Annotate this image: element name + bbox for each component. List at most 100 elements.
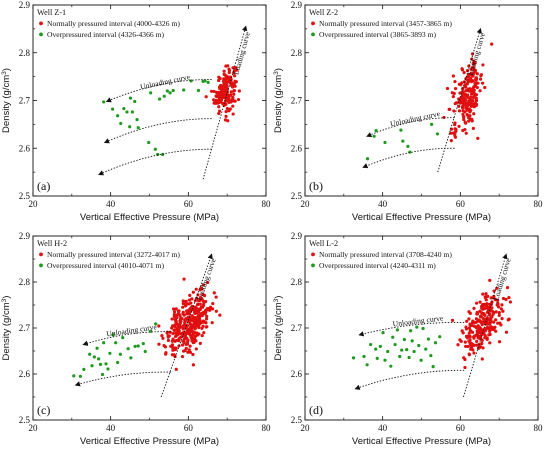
normal-pressure-point xyxy=(177,337,181,341)
normal-pressure-point xyxy=(489,316,493,321)
overpressure-point xyxy=(438,335,442,339)
normal-pressure-point xyxy=(471,86,475,91)
overpressure-point xyxy=(433,341,438,345)
normal-pressure-point xyxy=(188,350,193,354)
normal-pressure-point xyxy=(463,357,467,362)
normal-pressure-point xyxy=(191,363,195,367)
normal-pressure-point xyxy=(204,321,208,325)
overpressure-point xyxy=(165,89,169,93)
normal-pressure-point xyxy=(212,89,216,94)
normal-pressure-point xyxy=(449,127,454,131)
normal-pressure-point xyxy=(481,292,485,296)
normal-pressure-point xyxy=(221,85,226,90)
loading-curve-label: Loading curve xyxy=(491,256,512,301)
normal-pressure-point xyxy=(486,321,490,326)
overpressure-point xyxy=(402,337,407,342)
x-tick-label: 40 xyxy=(106,423,116,433)
y-axis-title-superscript: 3 xyxy=(1,71,8,75)
normal-pressure-point xyxy=(173,339,177,343)
normal-pressure-point xyxy=(229,93,233,97)
normal-pressure-point xyxy=(475,301,479,305)
normal-pressure-point xyxy=(166,334,170,338)
normal-pressure-point xyxy=(233,84,237,88)
overpressure-point xyxy=(196,88,201,93)
normal-pressure-point xyxy=(484,292,488,296)
y-axis-title-main: Density (g/cm xyxy=(1,302,12,360)
normal-pressure-point xyxy=(214,309,218,313)
overpressure-point xyxy=(111,107,115,111)
x-axis-title: Vertical Effective Pressure (MPa) xyxy=(352,212,491,223)
y-axis-title-superscript: 3 xyxy=(273,71,280,75)
normal-pressure-point xyxy=(182,339,186,343)
normal-pressure-point xyxy=(172,353,176,357)
normal-pressure-point xyxy=(199,320,203,325)
y-axis-title-superscript: 3 xyxy=(1,298,8,302)
normal-pressure-point xyxy=(460,68,465,72)
normal-pressure-point xyxy=(445,86,450,91)
normal-pressure-point xyxy=(451,95,455,99)
overpressure-point xyxy=(375,356,379,360)
normal-pressure-point xyxy=(472,324,476,328)
normal-pressure-point xyxy=(459,97,463,101)
y-axis-title: Density (g/cm3) xyxy=(1,296,12,361)
y-tick-label: 2.9 xyxy=(19,0,31,10)
normal-pressure-point xyxy=(180,354,185,359)
normal-pressure-point xyxy=(489,301,494,306)
overpressure-point xyxy=(106,367,110,371)
loading-curve-arrow xyxy=(463,253,508,398)
normal-pressure-point xyxy=(217,111,221,116)
normal-pressure-point xyxy=(507,296,511,300)
normal-pressure-point xyxy=(480,338,484,342)
panel-label: (d) xyxy=(309,403,323,417)
normal-pressure-point xyxy=(197,298,201,303)
y-tick-label: 2.7 xyxy=(291,96,303,106)
chart-panel-1: 20 40 60 80 2.5 2.6 2.7 2.8 2.9 Vertical Effectiv… xyxy=(1,0,271,223)
normal-pressure-point xyxy=(497,340,502,344)
overpressure-point xyxy=(435,132,440,136)
normal-pressure-point xyxy=(457,109,462,113)
normal-pressure-point xyxy=(464,98,468,102)
normal-pressure-point xyxy=(463,365,467,370)
y-tick-label: 2.6 xyxy=(19,143,31,153)
y-tick-label: 2.6 xyxy=(19,369,31,379)
overpressure-point xyxy=(389,364,393,368)
y-axis-title-main: Density (g/cm xyxy=(1,75,12,133)
normal-pressure-point xyxy=(177,309,181,313)
normal-pressure-point xyxy=(202,301,206,306)
legend-marker xyxy=(311,252,315,257)
x-tick-label: 60 xyxy=(456,423,466,433)
normal-pressure-point xyxy=(451,131,455,135)
normal-pressure-point xyxy=(472,336,476,340)
chart-panel-4: 20 40 60 80 2.5 2.6 2.7 2.8 2.9 Vertical Effectiv… xyxy=(273,231,543,447)
overpressure-point xyxy=(130,110,135,114)
overpressure-point xyxy=(206,80,210,84)
overpressure-point xyxy=(399,128,403,132)
overpressure-point xyxy=(129,356,133,360)
normal-pressure-point xyxy=(467,317,471,321)
normal-pressure-point xyxy=(188,344,192,348)
overpressure-point xyxy=(102,100,106,104)
overpressure-point xyxy=(97,357,101,361)
legend-marker xyxy=(39,252,43,257)
normal-pressure-point xyxy=(481,346,485,350)
normal-pressure-point xyxy=(472,112,476,116)
overpressure-point xyxy=(400,348,404,352)
normal-pressure-point xyxy=(172,310,177,314)
overpressure-point xyxy=(203,79,207,83)
normal-pressure-point xyxy=(197,322,201,326)
normal-pressure-point xyxy=(486,308,490,312)
normal-pressure-point xyxy=(475,72,479,76)
normal-pressure-point xyxy=(477,327,481,331)
overpressure-point xyxy=(406,144,410,148)
normal-pressure-point xyxy=(477,318,481,322)
y-axis-title: Density (g/cm3) xyxy=(1,68,12,133)
normal-pressure-point xyxy=(161,336,165,340)
normal-pressure-point xyxy=(184,346,188,350)
normal-pressure-point xyxy=(481,81,485,85)
normal-pressure-point xyxy=(199,312,204,316)
overpressure-point xyxy=(133,99,137,104)
normal-pressure-point xyxy=(171,324,175,328)
overpressure-point xyxy=(104,362,108,366)
legend-entry: Normally pressured interval (4000-4326 m… xyxy=(47,19,180,28)
overpressure-point xyxy=(407,355,411,360)
